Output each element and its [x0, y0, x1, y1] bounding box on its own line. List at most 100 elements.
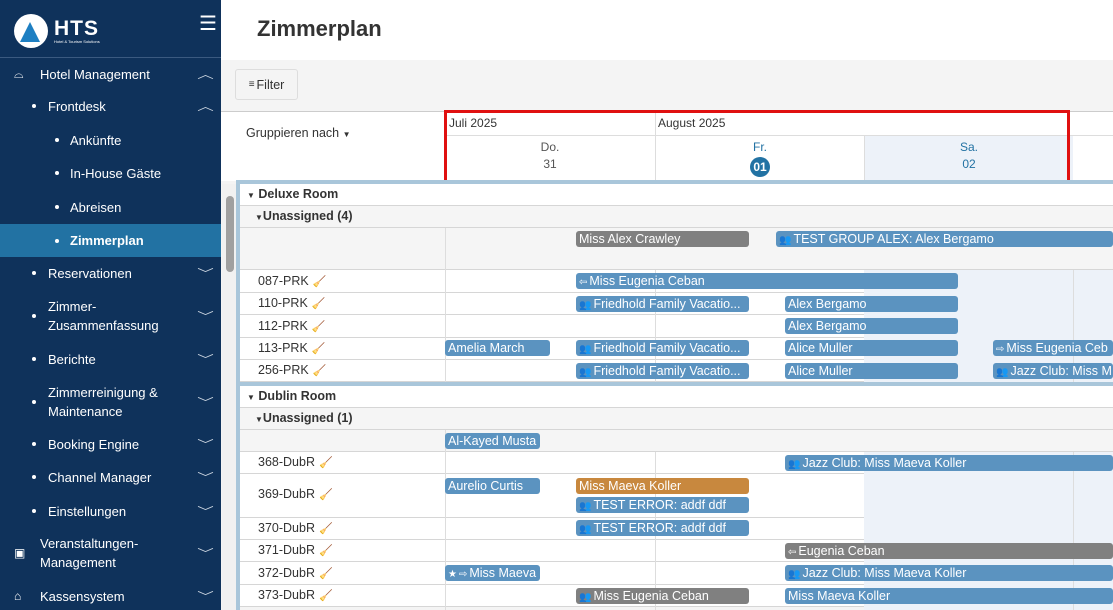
broom-icon[interactable]: 🧹	[318, 489, 333, 501]
booking-bar-group[interactable]: 👥 Jazz Club: Miss M	[993, 363, 1113, 379]
sidebar-item-kassensystem[interactable]: ⌂ Kassensystem ﹀	[0, 586, 221, 606]
unassigned-header[interactable]: ▼Unassigned (4)	[240, 206, 1113, 228]
sidebar-item-zimmer-zusammenfassung[interactable]: Zimmer-Zusammenfassung ﹀	[0, 297, 221, 335]
unassigned-header[interactable]: ▼Unassigned (1)	[240, 408, 1113, 430]
sidebar-item-zimmerplan[interactable]: Zimmerplan	[0, 224, 221, 257]
booking-bar-group[interactable]: 👥 Friedhold Family Vacatio...	[576, 363, 749, 379]
broom-icon[interactable]: 🧹	[311, 343, 326, 355]
group-header-dublin[interactable]: ▼ Dublin Room	[240, 386, 1113, 408]
logo[interactable]: HTS Hotel & Tourism Solutions	[14, 14, 100, 48]
sidebar-item-abreisen[interactable]: Abreisen	[0, 197, 221, 217]
sidebar-item-reservationen[interactable]: Reservationen ﹀	[0, 263, 221, 283]
sidebar: HTS Hotel & Tourism Solutions ☰ ⌓ Hotel Ma…	[0, 0, 221, 610]
scrollbar[interactable]	[222, 184, 236, 610]
menu-icon[interactable]: ☰	[199, 13, 217, 35]
broom-icon[interactable]: 🧹	[312, 365, 327, 377]
booking-bar[interactable]: Amelia March	[445, 340, 550, 356]
room-number: 370-DubR	[258, 521, 315, 535]
sidebar-item-hotel-management[interactable]: ⌓ Hotel Management ︿	[0, 64, 221, 84]
chevron-up-icon: ︿	[197, 101, 214, 113]
booking-bar-group[interactable]: 👥 TEST ERROR: addf ddf	[576, 497, 749, 513]
booking-bar[interactable]: Miss Maeva Koller	[785, 588, 1113, 604]
sidebar-item-label: Hotel Management	[40, 66, 150, 82]
group-icon: 👥	[788, 459, 801, 470]
sidebar-item-label: Zimmerplan	[70, 233, 144, 248]
group-icon: 👥	[579, 501, 592, 512]
booking-bar-group[interactable]: 👥 Friedhold Family Vacatio...	[576, 296, 749, 312]
sidebar-item-berichte[interactable]: Berichte ﹀	[0, 349, 221, 369]
room-number: 368-DubR	[258, 455, 315, 469]
broom-icon[interactable]: 🧹	[311, 298, 326, 310]
booking-bar[interactable]: Alex Bergamo	[785, 296, 958, 312]
day-column-header-today[interactable]: Fr. 01	[655, 136, 864, 180]
booking-bar[interactable]: Miss Maeva Koller	[576, 478, 749, 494]
chevron-down-icon: ﹀	[197, 268, 214, 280]
booking-bar[interactable]: Alex Bergamo	[785, 318, 958, 334]
chevron-up-icon: ︿	[197, 69, 214, 81]
booking-bar-group[interactable]: 👥 Miss Eugenia Ceban	[576, 588, 749, 604]
broom-icon[interactable]: 🧹	[318, 457, 333, 469]
room-number: 371-DubR	[258, 543, 315, 557]
booking-bar-group[interactable]: 👥 Jazz Club: Miss Maeva Koller	[785, 565, 1113, 581]
brand-name: HTS	[54, 16, 99, 40]
booking-bar-group[interactable]: 👥 TEST ERROR: addf ddf	[576, 520, 749, 536]
broom-icon[interactable]: 🧹	[318, 590, 333, 602]
group-name: Deluxe Room	[258, 187, 339, 201]
arrow-left-icon: ⇦	[788, 547, 797, 558]
chevron-down-icon: ﹀	[197, 354, 214, 366]
sidebar-item-channel-manager[interactable]: Channel Manager ﹀	[0, 467, 221, 487]
booking-bar[interactable]: ★ ⇨ Miss Maeva	[445, 565, 540, 581]
sidebar-item-label: Einstellungen	[48, 503, 127, 519]
broom-icon[interactable]: 🧹	[311, 321, 326, 333]
header-band	[221, 0, 1113, 60]
booking-bar[interactable]: ⇦ Eugenia Ceban	[785, 543, 1113, 559]
broom-icon[interactable]: 🧹	[318, 568, 333, 580]
sidebar-item-zimmerreinigung[interactable]: Zimmerreinigung & Maintenance ﹀	[0, 383, 221, 421]
booking-bar-group[interactable]: 👥 TEST GROUP ALEX: Alex Bergamo	[776, 231, 1113, 247]
sidebar-item-label: Frontdesk	[48, 98, 106, 114]
filter-button[interactable]: ≡ Filter	[235, 69, 298, 100]
bell-icon: ⌓	[14, 66, 24, 81]
broom-icon[interactable]: 🧹	[312, 276, 327, 288]
day-of-week: Do.	[540, 140, 560, 154]
chevron-down-icon: ﹀	[197, 591, 214, 603]
sidebar-item-label: Zimmer-Zusammenfassung	[48, 299, 159, 333]
booking-bar[interactable]: Alice Muller	[785, 363, 958, 379]
sidebar-item-label: Abreisen	[70, 199, 122, 215]
scrollbar-thumb[interactable]	[226, 196, 234, 272]
group-icon: 👥	[579, 344, 592, 355]
broom-icon[interactable]: 🧹	[318, 523, 333, 535]
sidebar-item-frontdesk[interactable]: Frontdesk ︿	[0, 96, 221, 116]
booking-bar-group[interactable]: 👥 Friedhold Family Vacatio...	[576, 340, 749, 356]
sidebar-item-label: Reservationen	[48, 265, 132, 281]
sidebar-item-ankuenfte[interactable]: Ankünfte	[0, 130, 221, 150]
chevron-down-icon: ﹀	[197, 472, 214, 484]
group-icon: 👥	[579, 592, 592, 603]
booking-bar[interactable]: ⇦ Miss Eugenia Ceban	[576, 273, 958, 289]
broom-icon[interactable]: 🧹	[318, 545, 333, 557]
booking-bar-group[interactable]: 👥 Jazz Club: Miss Maeva Koller	[785, 455, 1113, 471]
sidebar-item-in-house[interactable]: In-House Gäste	[0, 163, 221, 183]
month-label: Juli 2025	[449, 116, 498, 130]
day-number: 31	[543, 157, 557, 171]
booking-bar[interactable]: ⇨ Miss Eugenia Ceb	[993, 340, 1113, 356]
group-icon: 👥	[788, 569, 801, 580]
group-header-deluxe[interactable]: ▼ Deluxe Room	[240, 184, 1113, 206]
arrow-left-icon: ⇦	[579, 277, 588, 288]
chevron-down-icon: ﹀	[197, 506, 214, 518]
arrow-right-icon: ⇨	[458, 569, 468, 580]
sidebar-item-einstellungen[interactable]: Einstellungen ﹀	[0, 501, 221, 521]
room-number: 087-PRK	[258, 274, 309, 288]
booking-bar[interactable]: Al-Kayed Musta	[445, 433, 540, 449]
unassigned-label: Unassigned (4)	[262, 209, 353, 223]
sidebar-item-label: In-House Gäste	[70, 165, 162, 181]
group-by-dropdown[interactable]: Gruppieren nach ▼	[246, 126, 351, 140]
booking-bar[interactable]: Aurelio Curtis	[445, 478, 540, 494]
day-column-header[interactable]: Sa. 02	[864, 136, 1073, 180]
sidebar-item-veranstaltungen[interactable]: ▣ Veranstaltungen-Management ﹀	[0, 534, 221, 572]
room-number: 110-PRK	[258, 296, 308, 310]
booking-bar[interactable]: Alice Muller	[785, 340, 958, 356]
booking-bar[interactable]: Miss Alex Crawley	[576, 231, 749, 247]
logo-icon	[14, 14, 48, 48]
sidebar-item-booking-engine[interactable]: Booking Engine ﹀	[0, 434, 221, 454]
